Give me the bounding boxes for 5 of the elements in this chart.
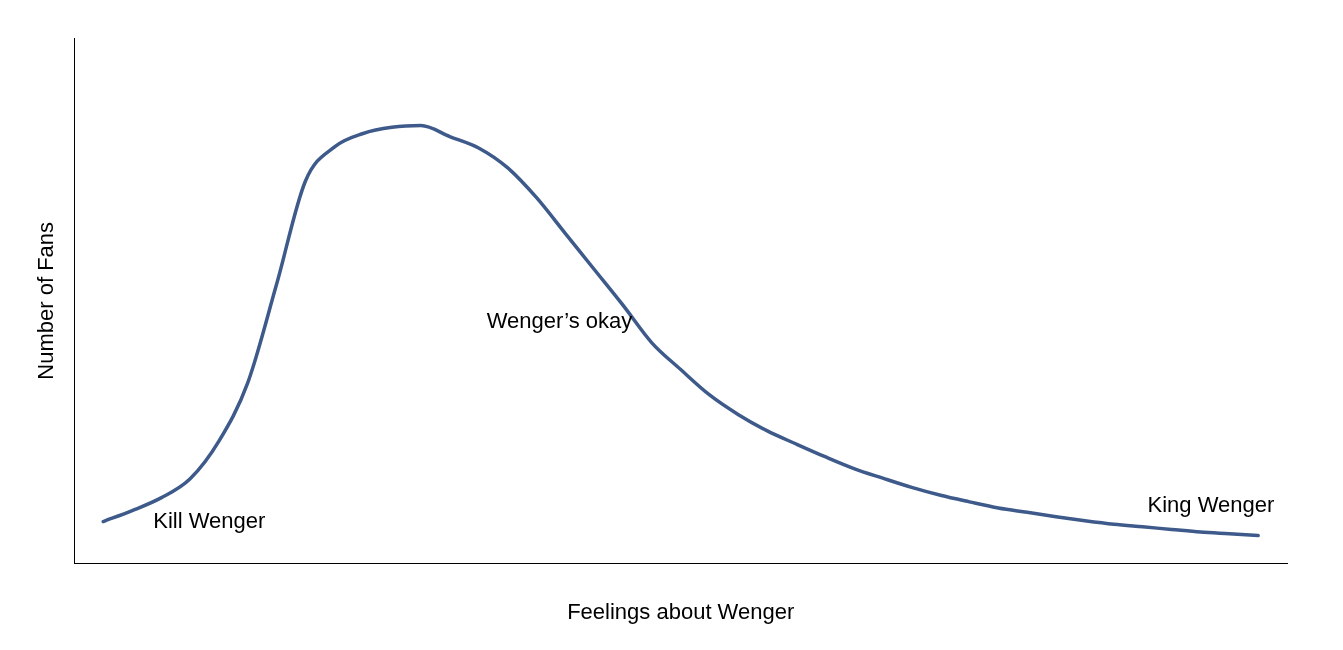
y-axis-title: Number of Fans <box>33 221 59 380</box>
annotation: King Wenger <box>1147 491 1275 517</box>
annotation: Wenger’s okay <box>486 307 633 333</box>
annotation: Kill Wenger <box>153 507 266 533</box>
x-axis-title: Feelings about Wenger <box>567 598 795 624</box>
